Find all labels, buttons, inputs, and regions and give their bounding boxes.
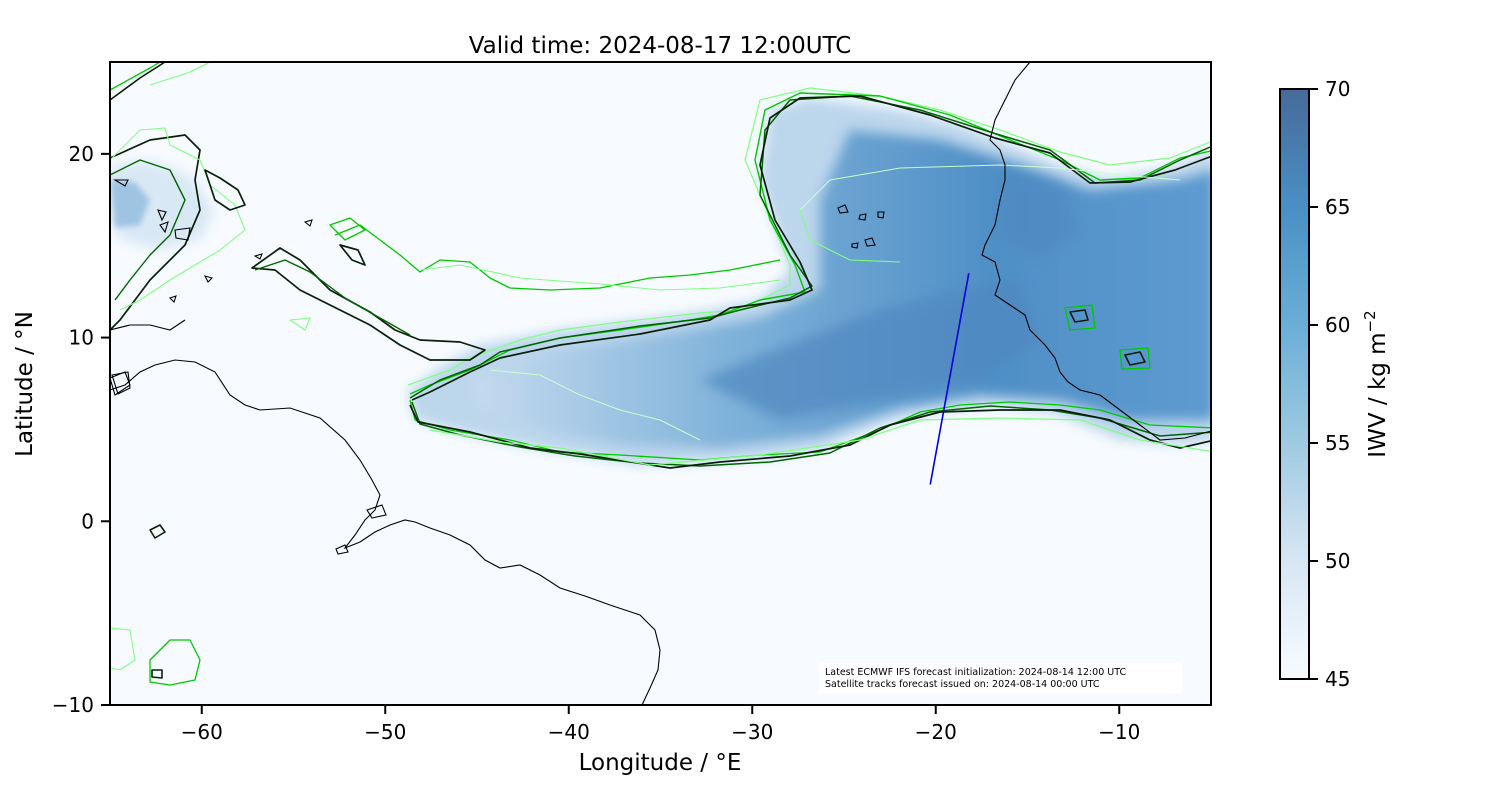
annotation-line-1: Latest ECMWF IFS forecast initialization… <box>825 667 1126 678</box>
y-tick-label: 20 <box>69 142 94 166</box>
x-tick-label: −60 <box>181 720 223 744</box>
colorbar-label-text: IWV / kg m <box>1365 332 1391 457</box>
colorbar-gradient <box>1279 88 1310 680</box>
x-tick-label: −10 <box>1098 720 1140 744</box>
colorbar-tick-label: 45 <box>1325 667 1350 691</box>
x-tick-label: −50 <box>364 720 406 744</box>
colorbar-label-superscript: −2 <box>1361 310 1379 332</box>
x-tick-label: −20 <box>915 720 957 744</box>
y-tick-label: −10 <box>52 693 94 717</box>
iwv-contours <box>110 62 1211 686</box>
x-axis-ticks: −60 −50 −40 −30 −20 −10 <box>181 705 1140 744</box>
colorbar: 70 65 60 55 50 45 IWV / kg m−2 <box>1279 77 1391 691</box>
y-tick-label: 10 <box>69 326 94 350</box>
y-tick-label: 0 <box>81 509 94 533</box>
colorbar-tick-label: 50 <box>1325 549 1350 573</box>
y-axis-ticks: 20 10 0 −10 <box>52 142 110 717</box>
africa-coast <box>981 62 1211 441</box>
colorbar-label: IWV / kg m−2 <box>1361 310 1391 457</box>
map-frame <box>109 61 1212 706</box>
chart-title: Valid time: 2024-08-17 12:00UTC <box>469 33 852 59</box>
colorbar-tick-label: 60 <box>1325 313 1350 337</box>
satellite-track <box>929 273 970 485</box>
forecast-annotation: Latest ECMWF IFS forecast initialization… <box>819 663 1182 693</box>
contour-mid <box>409 95 1211 399</box>
colorbar-tick-label: 55 <box>1325 431 1350 455</box>
x-axis-label: Longitude / °E <box>579 750 742 776</box>
south-america-coast <box>110 359 661 705</box>
x-tick-label: −40 <box>548 720 590 744</box>
x-tick-label: −30 <box>731 720 773 744</box>
colorbar-tick-label: 65 <box>1325 195 1350 219</box>
colorbar-ticks: 70 65 60 55 50 45 <box>1309 77 1350 691</box>
annotation-line-2: Satellite tracks forecast issued on: 202… <box>825 679 1100 690</box>
colorbar-tick-label: 70 <box>1325 77 1350 101</box>
contour-dark <box>411 95 1211 401</box>
y-axis-label: Latitude / °N <box>12 311 38 457</box>
coastlines <box>110 62 1211 705</box>
